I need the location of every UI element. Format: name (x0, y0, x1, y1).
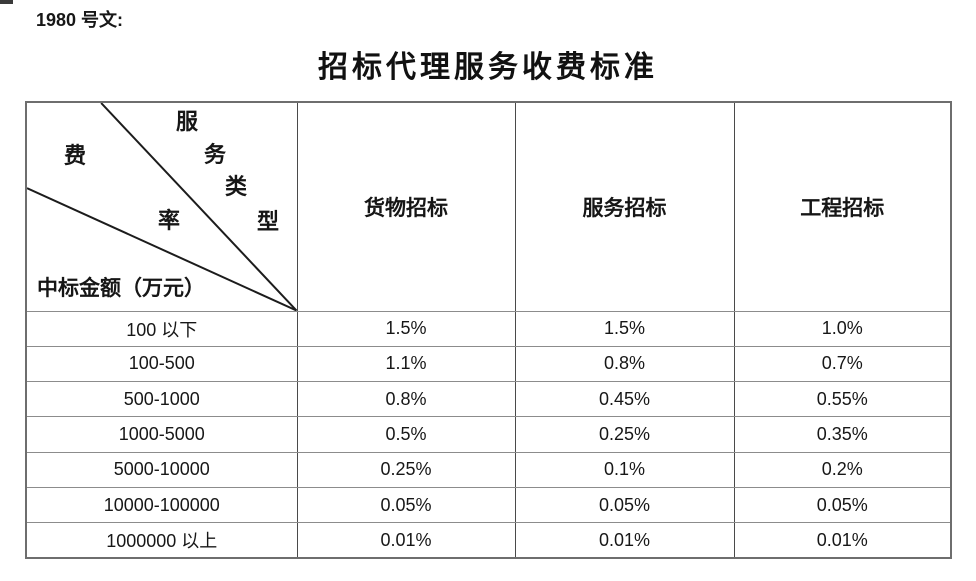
page-title: 招标代理服务收费标准 (318, 51, 658, 84)
rate-cell: 0.05% (296, 486, 516, 524)
table-corner-header: 服 务 类 型 费 率 中标金额（万元） (25, 101, 298, 312)
column-header-goods-bidding: 货物招标 (296, 101, 516, 312)
rate-cell: 0.7% (733, 345, 952, 383)
rate-cell: 0.2% (733, 451, 952, 488)
table-row: 1000-5000 0.5% 0.25% 0.35% (25, 416, 952, 453)
corner-service-type-char: 务 (204, 142, 227, 167)
amount-range-cell: 100-500 (25, 345, 298, 383)
rate-cell: 0.01% (514, 522, 735, 559)
rate-cell: 0.25% (514, 416, 735, 453)
table-row: 100 以下 1.5% 1.5% 1.0% (25, 310, 952, 347)
table-row: 100-500 1.1% 0.8% 0.7% (25, 345, 952, 383)
amount-range-cell: 1000000 以上 (25, 522, 298, 559)
amount-range-cell: 1000-5000 (25, 416, 298, 453)
rate-cell: 0.05% (514, 486, 735, 524)
rate-cell: 0.35% (733, 416, 952, 453)
fee-standard-table: 服 务 类 型 费 率 中标金额（万元） 货物招标 服务招标 工程招标 100 … (25, 101, 952, 560)
table-row: 500-1000 0.8% 0.45% 0.55% (25, 381, 952, 418)
rate-cell: 0.55% (733, 381, 952, 418)
rate-cell: 0.8% (514, 345, 735, 383)
corner-service-type-char: 服 (176, 109, 199, 134)
rate-cell: 0.25% (296, 451, 516, 488)
corner-rate-char: 费 (64, 143, 87, 168)
doc-number: 1980 号文: (36, 10, 124, 30)
diagonal-divider-lines (27, 103, 297, 311)
rate-cell: 1.0% (733, 310, 952, 347)
amount-range-cell: 100 以下 (25, 310, 298, 347)
table-row: 10000-100000 0.05% 0.05% 0.05% (25, 486, 952, 524)
rate-cell: 1.5% (296, 310, 516, 347)
rate-cell: 1.5% (514, 310, 735, 347)
header-row: 服 务 类 型 费 率 中标金额（万元） 货物招标 服务招标 工程招标 (25, 101, 952, 312)
amount-range-cell: 500-1000 (25, 381, 298, 418)
corner-service-type-char: 型 (257, 209, 280, 234)
corner-amount-label: 中标金额（万元） (37, 276, 205, 300)
rate-cell: 0.5% (296, 416, 516, 453)
rate-cell: 0.01% (296, 522, 516, 559)
amount-range-cell: 5000-10000 (25, 451, 298, 488)
corner-rate-char: 率 (158, 208, 181, 233)
rate-cell: 0.8% (296, 381, 516, 418)
rate-cell: 0.05% (733, 486, 952, 524)
column-header-services-bidding: 服务招标 (514, 101, 735, 312)
rate-cell: 1.1% (296, 345, 516, 383)
rate-cell: 0.01% (733, 522, 952, 559)
table-row: 5000-10000 0.25% 0.1% 0.2% (25, 451, 952, 488)
corner-service-type-char: 类 (225, 174, 248, 199)
column-header-works-bidding: 工程招标 (733, 101, 952, 312)
rate-cell: 0.45% (514, 381, 735, 418)
page-edge-artifact (0, 0, 13, 4)
amount-range-cell: 10000-100000 (25, 486, 298, 524)
rate-cell: 0.1% (514, 451, 735, 488)
table-row: 1000000 以上 0.01% 0.01% 0.01% (25, 522, 952, 559)
